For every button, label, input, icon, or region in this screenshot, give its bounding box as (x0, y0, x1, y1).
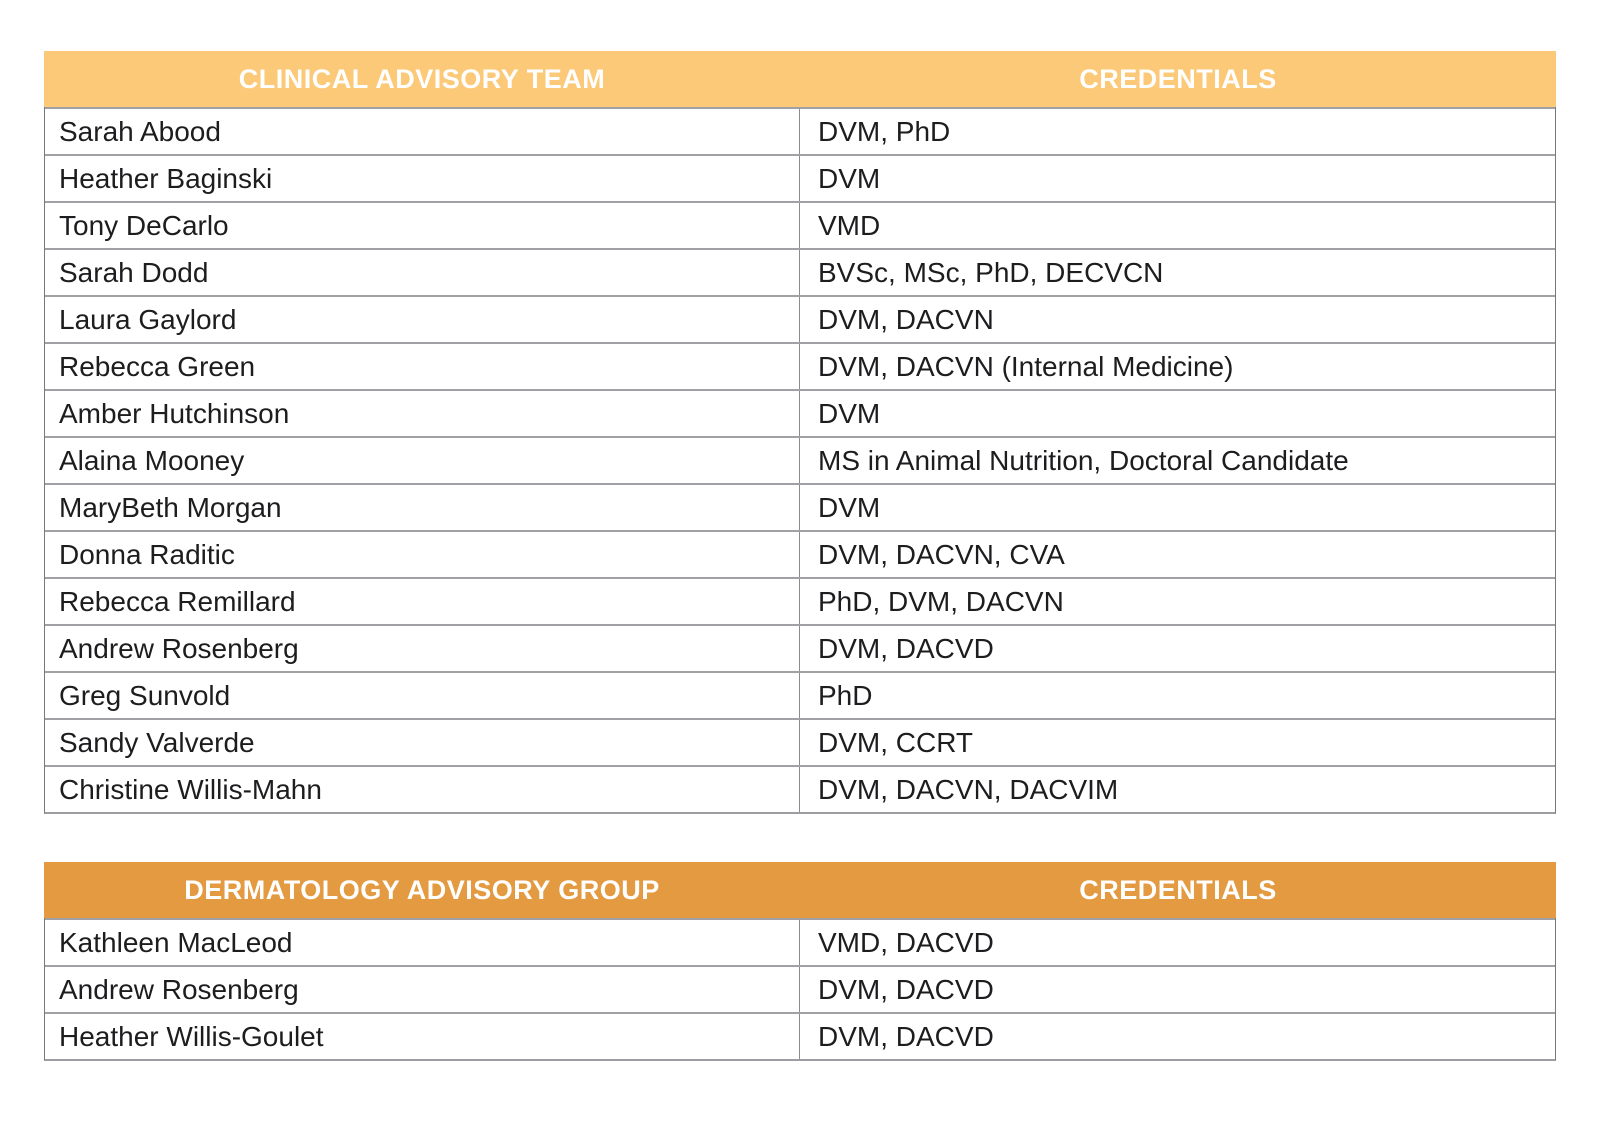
member-name: MaryBeth Morgan (45, 485, 800, 530)
table-row: Sarah Dodd BVSc, MSc, PhD, DECVCN (45, 248, 1555, 295)
member-credentials: DVM, DACVD (818, 973, 994, 1005)
table-row: Andrew Rosenberg DVM, DACVD (45, 624, 1555, 671)
member-credentials: DVM, DACVD (818, 1020, 994, 1052)
member-name: Tony DeCarlo (45, 203, 800, 248)
member-name: Donna Raditic (45, 532, 800, 577)
table-row: MaryBeth Morgan DVM (45, 483, 1555, 530)
member-credentials: VMD, DACVD (818, 926, 994, 958)
advisory-tables-page: CLINICAL ADVISORY TEAM CREDENTIALS Sarah… (44, 51, 1556, 1061)
table-row: Amber Hutchinson DVM (45, 389, 1555, 436)
member-credentials: DVM, CCRT (818, 726, 974, 758)
table-row: Christine Willis-Mahn DVM, DACVN, DACVIM (45, 765, 1555, 812)
member-name: Amber Hutchinson (45, 391, 800, 436)
member-credentials: DVM (818, 491, 881, 523)
member-name: Christine Willis-Mahn (45, 767, 800, 812)
member-name: Alaina Mooney (45, 438, 800, 483)
member-credentials: DVM, PhD (818, 115, 951, 147)
table-row: Heather Baginski DVM (45, 154, 1555, 201)
member-credentials: PhD (818, 679, 873, 711)
table-row: Rebecca Remillard PhD, DVM, DACVN (45, 577, 1555, 624)
member-name: Rebecca Green (45, 344, 800, 389)
member-name: Sarah Abood (45, 109, 800, 154)
member-credentials: BVSc, MSc, PhD, DECVCN (818, 256, 1164, 288)
clinical-advisory-team-header-row: CLINICAL ADVISORY TEAM CREDENTIALS (44, 51, 1556, 107)
member-credentials: DVM (818, 162, 881, 194)
member-name: Laura Gaylord (45, 297, 800, 342)
dermatology-advisory-group-header-row: DERMATOLOGY ADVISORY GROUP CREDENTIALS (44, 862, 1556, 918)
member-name: Sandy Valverde (45, 720, 800, 765)
table-row: Greg Sunvold PhD (45, 671, 1555, 718)
member-credentials: DVM, DACVD (818, 632, 994, 664)
member-credentials: DVM, DACVN, DACVIM (818, 773, 1119, 805)
table-row: Andrew Rosenberg DVM, DACVD (45, 965, 1555, 1012)
member-credentials: DVM, DACVN, CVA (818, 538, 1065, 570)
member-credentials: MS in Animal Nutrition, Doctoral Candida… (818, 444, 1349, 476)
table-row: Sarah Abood DVM, PhD (45, 107, 1555, 154)
member-credentials: DVM, DACVN (818, 303, 994, 335)
member-credentials: DVM (818, 397, 881, 429)
member-credentials: PhD, DVM, DACVN (818, 585, 1064, 617)
clinical-advisory-team-table: CLINICAL ADVISORY TEAM CREDENTIALS Sarah… (44, 51, 1556, 814)
dermatology-advisory-group-table: DERMATOLOGY ADVISORY GROUP CREDENTIALS K… (44, 862, 1556, 1061)
member-name: Sarah Dodd (45, 250, 800, 295)
dermatology-advisory-group-header: DERMATOLOGY ADVISORY GROUP (184, 874, 660, 905)
member-credentials: DVM, DACVN (Internal Medicine) (818, 350, 1234, 382)
table-row: Tony DeCarlo VMD (45, 201, 1555, 248)
clinical-advisory-team-body: Sarah Abood DVM, PhD Heather Baginski DV… (44, 107, 1556, 814)
member-name: Heather Baginski (45, 156, 800, 201)
credentials-header: CREDENTIALS (1079, 874, 1277, 905)
table-row: Laura Gaylord DVM, DACVN (45, 295, 1555, 342)
table-row: Kathleen MacLeod VMD, DACVD (45, 918, 1555, 965)
member-name: Greg Sunvold (45, 673, 800, 718)
member-name: Rebecca Remillard (45, 579, 800, 624)
table-row: Sandy Valverde DVM, CCRT (45, 718, 1555, 765)
table-row: Donna Raditic DVM, DACVN, CVA (45, 530, 1555, 577)
table-row: Rebecca Green DVM, DACVN (Internal Medic… (45, 342, 1555, 389)
member-name: Andrew Rosenberg (45, 626, 800, 671)
member-name: Kathleen MacLeod (45, 920, 800, 965)
member-credentials: VMD (818, 209, 881, 241)
member-name: Heather Willis-Goulet (45, 1014, 800, 1059)
credentials-header: CREDENTIALS (1079, 63, 1277, 94)
clinical-advisory-team-header: CLINICAL ADVISORY TEAM (238, 63, 606, 94)
table-row: Heather Willis-Goulet DVM, DACVD (45, 1012, 1555, 1059)
dermatology-advisory-group-body: Kathleen MacLeod VMD, DACVD Andrew Rosen… (44, 918, 1556, 1061)
table-row: Alaina Mooney MS in Animal Nutrition, Do… (45, 436, 1555, 483)
member-name: Andrew Rosenberg (45, 967, 800, 1012)
